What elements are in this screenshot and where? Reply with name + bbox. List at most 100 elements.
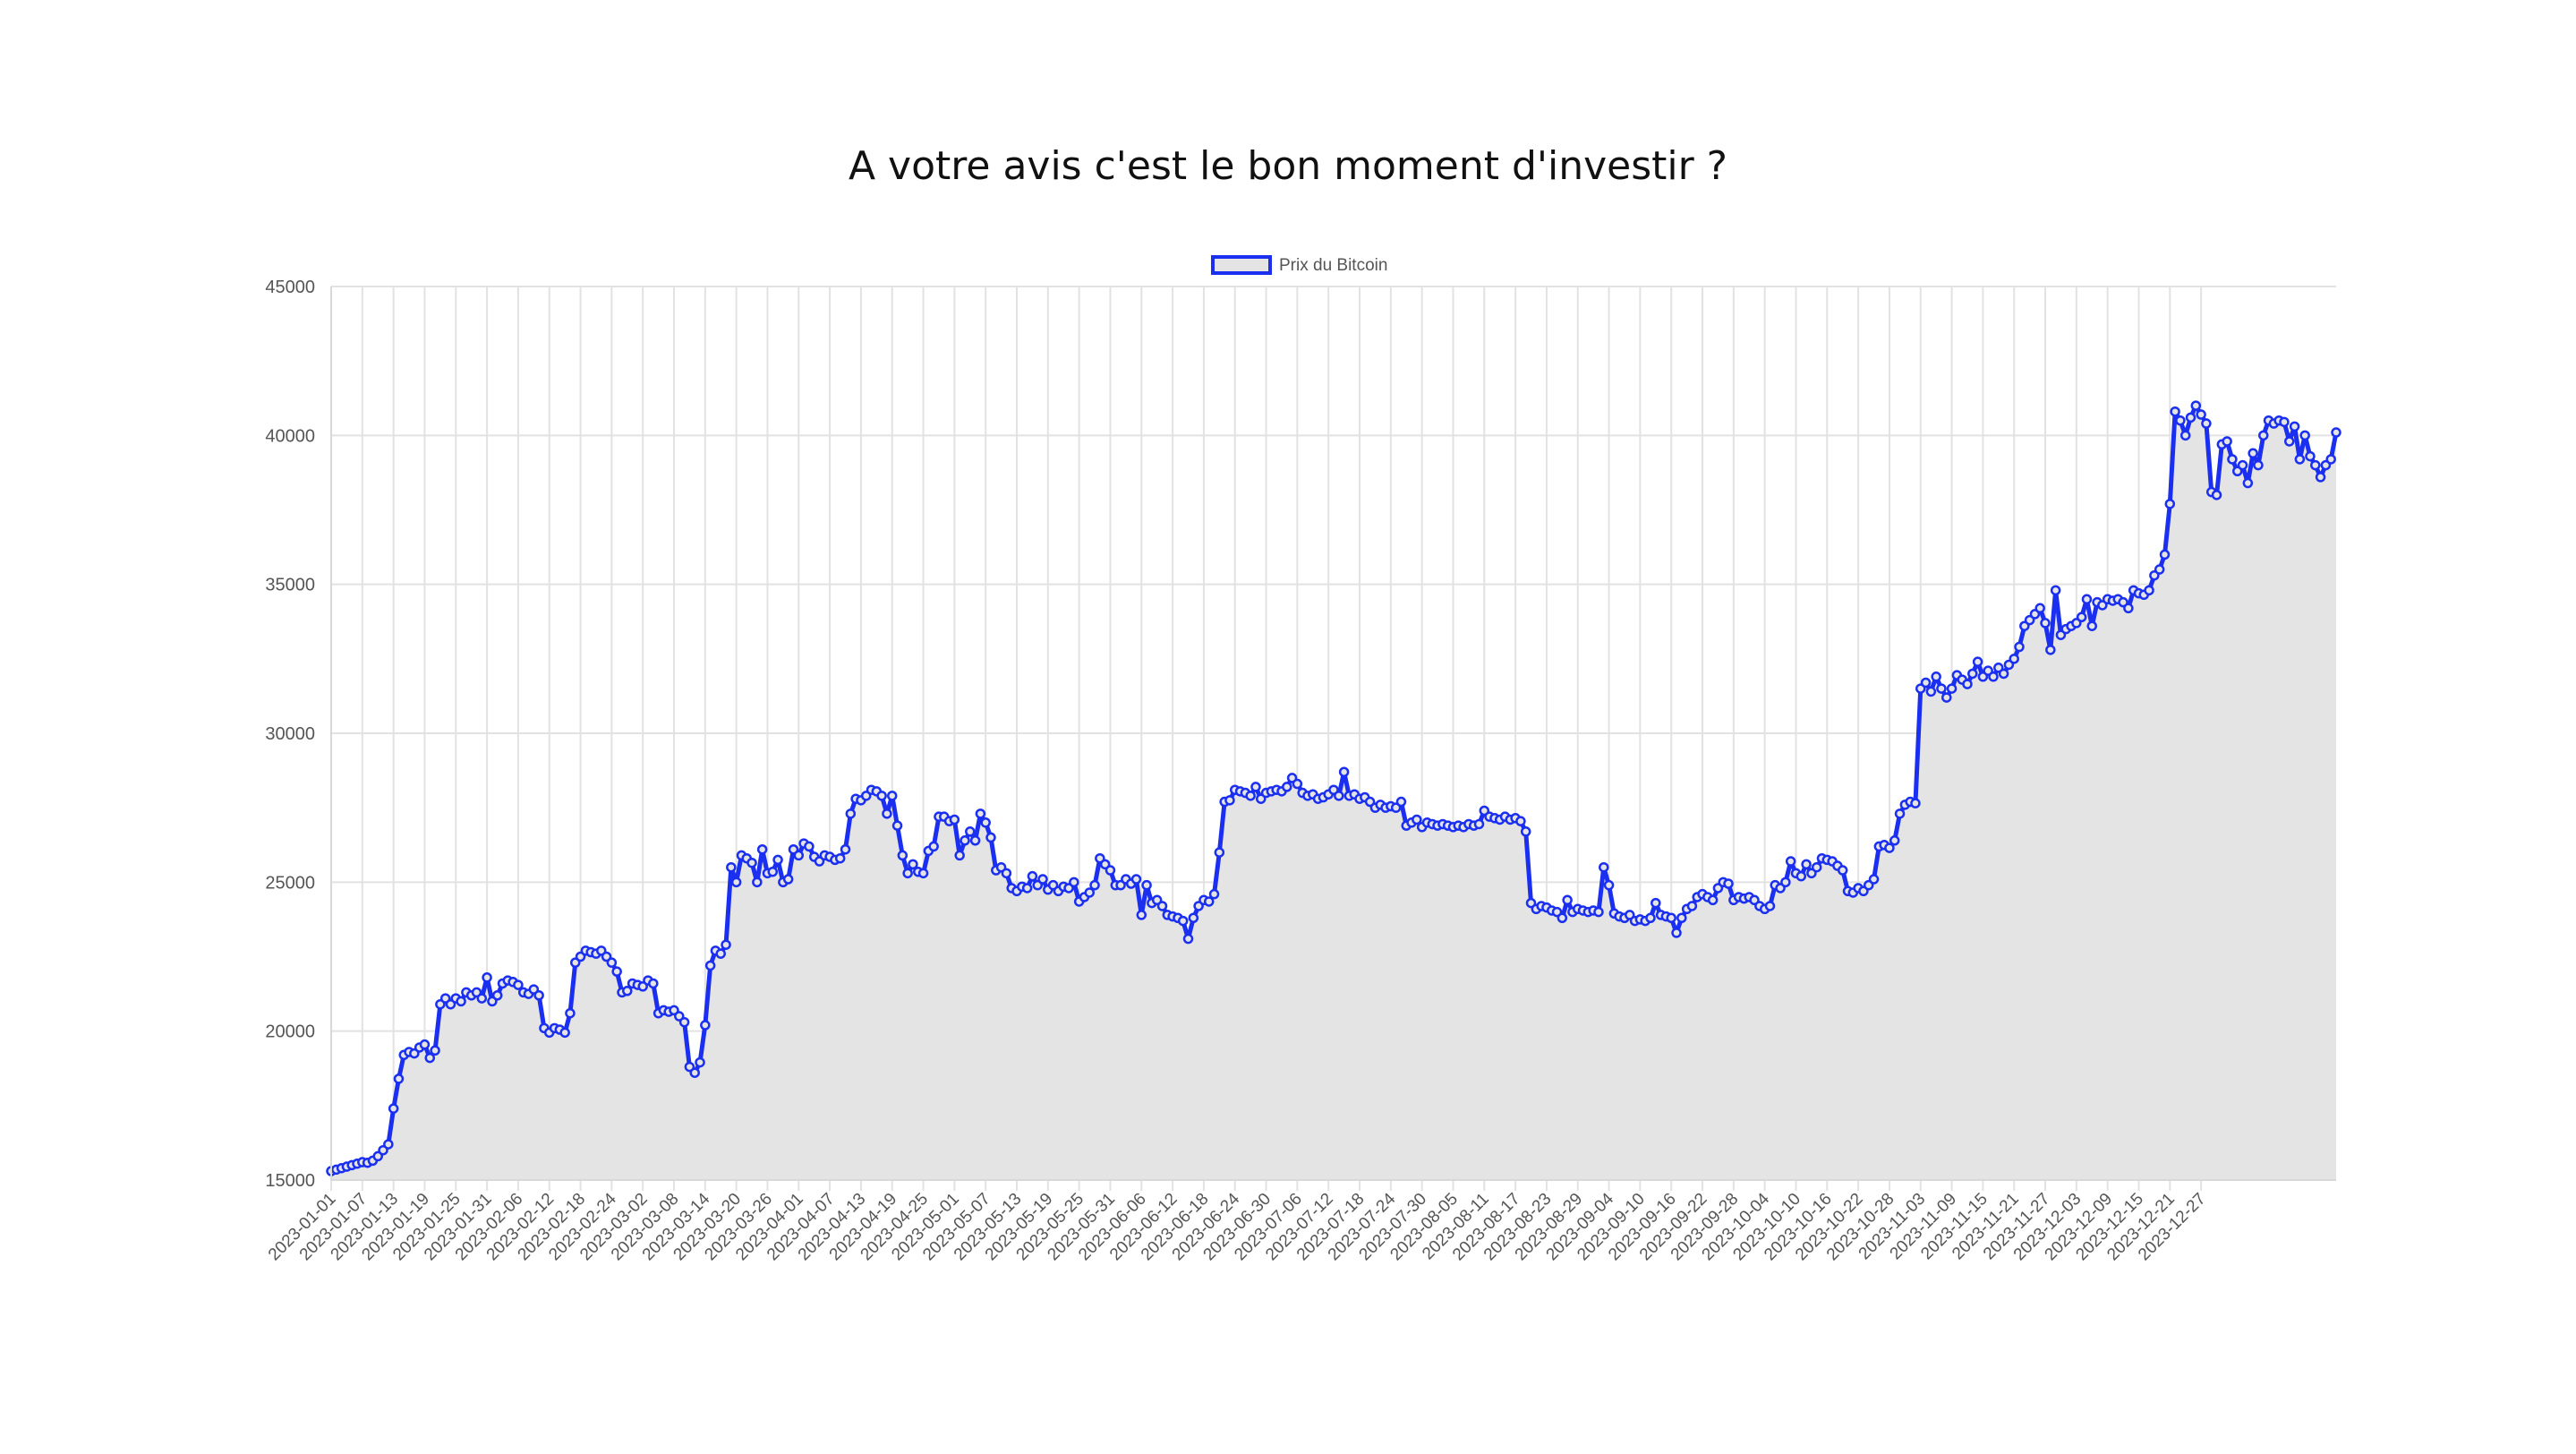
data-point[interactable]	[980, 817, 991, 828]
data-point[interactable]	[1282, 782, 1292, 792]
data-point[interactable]	[2315, 472, 2326, 483]
data-point[interactable]	[1599, 861, 1609, 873]
data-point[interactable]	[383, 1139, 394, 1150]
data-point[interactable]	[726, 861, 737, 873]
data-point[interactable]	[928, 841, 939, 852]
data-point[interactable]	[1395, 796, 1407, 808]
data-point[interactable]	[1671, 928, 1682, 938]
data-point[interactable]	[1946, 683, 1958, 694]
data-point[interactable]	[1707, 894, 1719, 906]
data-point[interactable]	[954, 850, 965, 861]
data-point[interactable]	[2310, 459, 2321, 471]
data-point[interactable]	[419, 1039, 431, 1050]
data-point[interactable]	[2325, 454, 2336, 465]
data-point[interactable]	[1645, 912, 1656, 923]
data-point[interactable]	[1292, 778, 1303, 790]
data-point[interactable]	[1250, 782, 1261, 792]
data-point[interactable]	[1177, 915, 1189, 927]
data-point[interactable]	[1796, 870, 1807, 882]
data-point[interactable]	[491, 990, 503, 1001]
data-point[interactable]	[559, 1027, 570, 1039]
data-point[interactable]	[456, 996, 466, 1007]
data-point[interactable]	[2279, 416, 2290, 428]
data-point[interactable]	[1593, 906, 1604, 918]
data-point[interactable]	[730, 877, 742, 888]
data-point[interactable]	[678, 1016, 690, 1028]
data-point[interactable]	[2014, 641, 2025, 653]
data-point[interactable]	[1936, 683, 1947, 694]
data-point[interactable]	[1562, 894, 1573, 906]
data-point[interactable]	[2196, 409, 2206, 420]
data-point[interactable]	[1141, 879, 1152, 891]
data-point[interactable]	[1245, 791, 1256, 801]
data-point[interactable]	[2179, 430, 2191, 441]
data-point[interactable]	[1676, 912, 1687, 923]
data-point[interactable]	[695, 1056, 705, 1068]
data-point[interactable]	[1136, 910, 1147, 920]
data-point[interactable]	[1130, 874, 1142, 885]
data-point[interactable]	[793, 850, 805, 861]
data-point[interactable]	[533, 990, 544, 1001]
data-point[interactable]	[1941, 692, 1952, 703]
data-point[interactable]	[1811, 861, 1822, 873]
data-point[interactable]	[2248, 448, 2258, 459]
data-point[interactable]	[1868, 874, 1880, 885]
data-point[interactable]	[1785, 856, 1796, 867]
data-point[interactable]	[2284, 436, 2295, 447]
data-point[interactable]	[1203, 896, 1215, 907]
data-point[interactable]	[1188, 912, 1199, 923]
data-point[interactable]	[430, 1045, 440, 1056]
data-point[interactable]	[2144, 585, 2154, 596]
data-point[interactable]	[834, 852, 846, 864]
data-point[interactable]	[1214, 847, 1225, 858]
data-point[interactable]	[1515, 816, 1526, 826]
data-point[interactable]	[804, 841, 815, 852]
data-point[interactable]	[1473, 818, 1485, 830]
data-point[interactable]	[393, 1073, 405, 1084]
data-point[interactable]	[897, 850, 908, 861]
data-point[interactable]	[2237, 459, 2248, 471]
data-point[interactable]	[1089, 879, 1100, 891]
data-point[interactable]	[1037, 874, 1048, 885]
data-point[interactable]	[2242, 477, 2254, 489]
data-point[interactable]	[1837, 865, 1848, 876]
data-point[interactable]	[388, 1103, 399, 1114]
data-point[interactable]	[1105, 865, 1116, 876]
data-point[interactable]	[1920, 677, 1932, 689]
data-point[interactable]	[767, 866, 779, 877]
data-point[interactable]	[908, 859, 918, 870]
data-point[interactable]	[2294, 454, 2306, 465]
data-point[interactable]	[2190, 400, 2202, 411]
data-point[interactable]	[1182, 933, 1194, 945]
data-point[interactable]	[1224, 795, 1235, 806]
data-point[interactable]	[1686, 901, 1698, 911]
data-point[interactable]	[891, 820, 903, 831]
data-point[interactable]	[2081, 594, 2093, 605]
data-point[interactable]	[975, 808, 986, 819]
data-point[interactable]	[2159, 549, 2171, 560]
data-point[interactable]	[1069, 877, 1079, 888]
data-point[interactable]	[476, 993, 488, 1004]
data-point[interactable]	[721, 939, 731, 950]
data-point[interactable]	[2201, 418, 2212, 429]
data-point[interactable]	[2305, 450, 2316, 462]
data-point[interactable]	[1666, 912, 1676, 923]
data-point[interactable]	[482, 972, 492, 983]
data-point[interactable]	[1972, 656, 1983, 667]
data-point[interactable]	[2289, 421, 2300, 432]
data-point[interactable]	[949, 814, 960, 825]
data-point[interactable]	[2299, 430, 2310, 441]
data-point[interactable]	[746, 857, 757, 868]
data-point[interactable]	[622, 986, 633, 996]
data-point[interactable]	[2123, 603, 2134, 614]
data-point[interactable]	[2045, 645, 2056, 655]
data-point[interactable]	[2164, 499, 2176, 509]
data-point[interactable]	[1962, 679, 1973, 689]
data-point[interactable]	[2211, 490, 2222, 500]
data-point[interactable]	[424, 1052, 436, 1064]
data-point[interactable]	[700, 1020, 711, 1031]
data-point[interactable]	[2086, 620, 2097, 631]
data-point[interactable]	[1156, 901, 1168, 911]
data-point[interactable]	[1931, 671, 1941, 682]
legend-label[interactable]: Prix du Bitcoin	[1279, 256, 1387, 275]
